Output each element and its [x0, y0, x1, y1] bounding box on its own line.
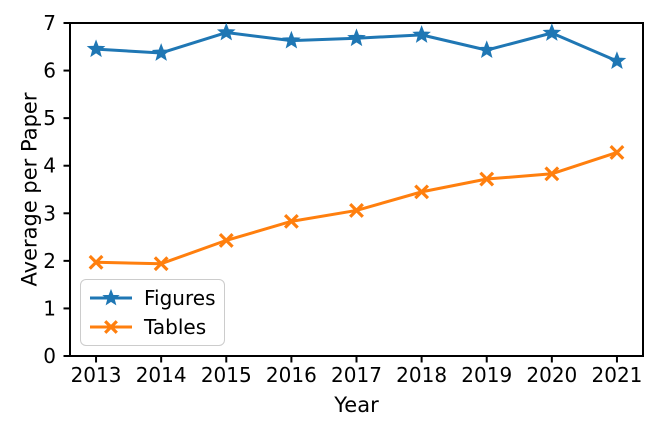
y-tick-label: 3 — [43, 201, 56, 225]
legend-label-tables: Tables — [144, 315, 207, 339]
series-figures — [86, 22, 627, 69]
y-tick-label: 5 — [43, 106, 56, 130]
x-marker — [349, 202, 364, 218]
legend-item-tables: Tables — [88, 314, 218, 340]
y-tick-label: 4 — [43, 154, 56, 178]
x-tick-label: 2020 — [526, 363, 577, 387]
series-tables — [88, 144, 625, 272]
x-marker — [218, 232, 234, 248]
x-marker — [283, 213, 299, 229]
star-marker — [86, 39, 106, 58]
x-tick-label: 2016 — [266, 363, 317, 387]
star-marker — [412, 25, 431, 43]
legend-label-figures: Figures — [144, 286, 216, 310]
star-marker — [542, 23, 562, 41]
x-tick-label: 2017 — [331, 363, 382, 387]
x-marker — [414, 184, 430, 200]
x-tick-label: 2013 — [71, 363, 122, 387]
x-axis-label: Year — [334, 393, 379, 417]
x-marker — [479, 171, 495, 187]
x-tick-label: 2018 — [396, 363, 447, 387]
y-tick-label: 2 — [43, 249, 56, 273]
star-marker — [347, 28, 366, 47]
y-tick-label: 1 — [43, 296, 56, 320]
x-tick-label: 2014 — [136, 363, 187, 387]
x-marker — [609, 144, 625, 160]
x-marker — [153, 256, 169, 272]
x-tick-label: 2019 — [461, 363, 512, 387]
star-marker — [477, 40, 497, 59]
y-tick-label: 0 — [43, 344, 56, 368]
x-marker — [88, 254, 104, 270]
x-marker — [544, 166, 560, 182]
legend-item-figures: Figures — [88, 285, 218, 311]
star-marker — [151, 43, 171, 61]
series-line — [96, 150, 618, 266]
legend: Figures Tables — [80, 279, 225, 346]
star-marker — [282, 30, 301, 49]
legend-tables-line-sample — [90, 320, 132, 334]
x-tick-label: 2015 — [201, 363, 252, 387]
y-tick-label: 7 — [43, 11, 56, 35]
star-marker — [216, 22, 236, 41]
y-tick-label: 6 — [43, 59, 56, 83]
x-tick-label: 2021 — [592, 363, 643, 387]
star-marker — [607, 51, 627, 69]
legend-figures-line-sample — [90, 288, 132, 306]
star-marker — [102, 288, 120, 306]
x-marker — [104, 320, 118, 334]
